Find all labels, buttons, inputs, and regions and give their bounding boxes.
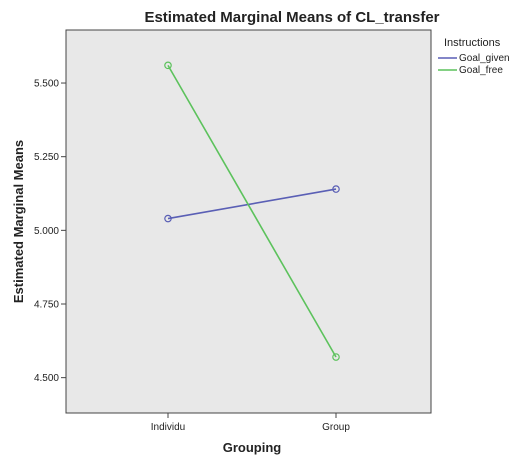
series-line bbox=[167, 188, 337, 220]
y-tick-label: 5.000 bbox=[34, 226, 59, 237]
y-tick-label: 4.500 bbox=[34, 373, 59, 384]
data-point bbox=[332, 353, 340, 361]
x-axis-title: Grouping bbox=[223, 440, 282, 455]
legend-title: Instructions bbox=[444, 37, 501, 49]
legend-label: Goal_free bbox=[459, 65, 503, 76]
data-point bbox=[164, 61, 172, 70]
data-point bbox=[164, 214, 172, 223]
x-tick-label: Individu bbox=[151, 422, 185, 433]
series-goal-given bbox=[164, 185, 340, 223]
series-line bbox=[167, 64, 337, 358]
legend-item: Goal_given bbox=[438, 53, 510, 64]
plot-area bbox=[65, 29, 432, 414]
x-tick-label: Group bbox=[322, 422, 350, 433]
legend-item: Goal_free bbox=[438, 65, 503, 76]
y-tick-label: 4.750 bbox=[34, 299, 59, 310]
legend-label: Goal_given bbox=[459, 53, 510, 64]
series-goal-free bbox=[164, 61, 340, 361]
y-axis: 4.500 4.750 5.000 5.250 5.500 bbox=[34, 79, 66, 384]
series-layer bbox=[164, 61, 340, 361]
chart-title: Estimated Marginal Means of CL_transfer bbox=[144, 9, 439, 26]
y-tick-label: 5.250 bbox=[34, 152, 59, 163]
data-point bbox=[332, 185, 340, 193]
x-axis: Individu Group bbox=[151, 413, 350, 433]
y-tick-label: 5.500 bbox=[34, 79, 59, 90]
y-axis-title: Estimated Marginal Means bbox=[11, 140, 26, 303]
